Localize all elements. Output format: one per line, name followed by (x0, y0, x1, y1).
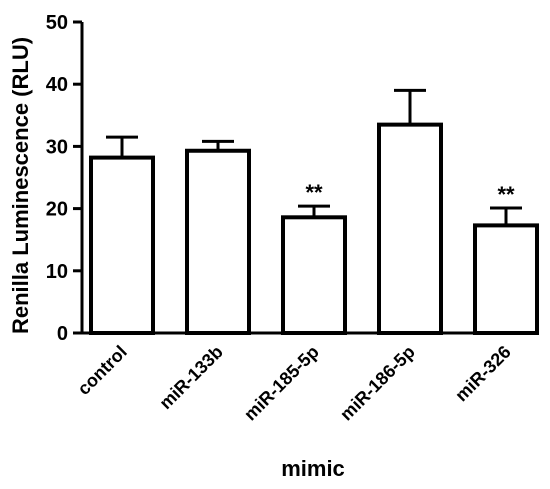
significance-label-miR-185-5p: ** (305, 180, 323, 205)
y-tick-label: 0 (57, 323, 68, 345)
x-tick-label-miR-186-5p: miR-186-5p (336, 342, 419, 425)
bar-miR-186-5p (377, 122, 443, 335)
y-tick-label: 50 (46, 12, 68, 34)
y-tick-label: 10 (46, 261, 68, 283)
x-tick-label-miR-326: miR-326 (451, 342, 515, 406)
bars: ** ** (89, 88, 539, 335)
y-tick-label: 30 (46, 136, 68, 158)
x-axis-title: mimic (281, 456, 345, 481)
y-tick-label: 40 (46, 74, 68, 96)
bar-miR-185-5p (281, 215, 347, 335)
significance-label-miR-326: ** (497, 182, 515, 207)
x-tick-label-miR-185-5p: miR-185-5p (240, 342, 323, 425)
y-axis-title: Renilla Luminescence (RLU) (8, 37, 33, 334)
x-tick-label-miR-133b: miR-133b (155, 342, 226, 413)
bar-miR-133b (185, 148, 251, 335)
y-tick-label: 20 (46, 199, 68, 221)
bar-miR-326 (473, 223, 539, 335)
y-ticks: 0 10 20 30 40 50 (46, 12, 82, 345)
x-tick-labels: control miR-133b miR-185-5p miR-186-5p miR-3… (74, 342, 515, 425)
bar-control (89, 155, 155, 335)
x-tick-label-control: control (74, 342, 131, 399)
